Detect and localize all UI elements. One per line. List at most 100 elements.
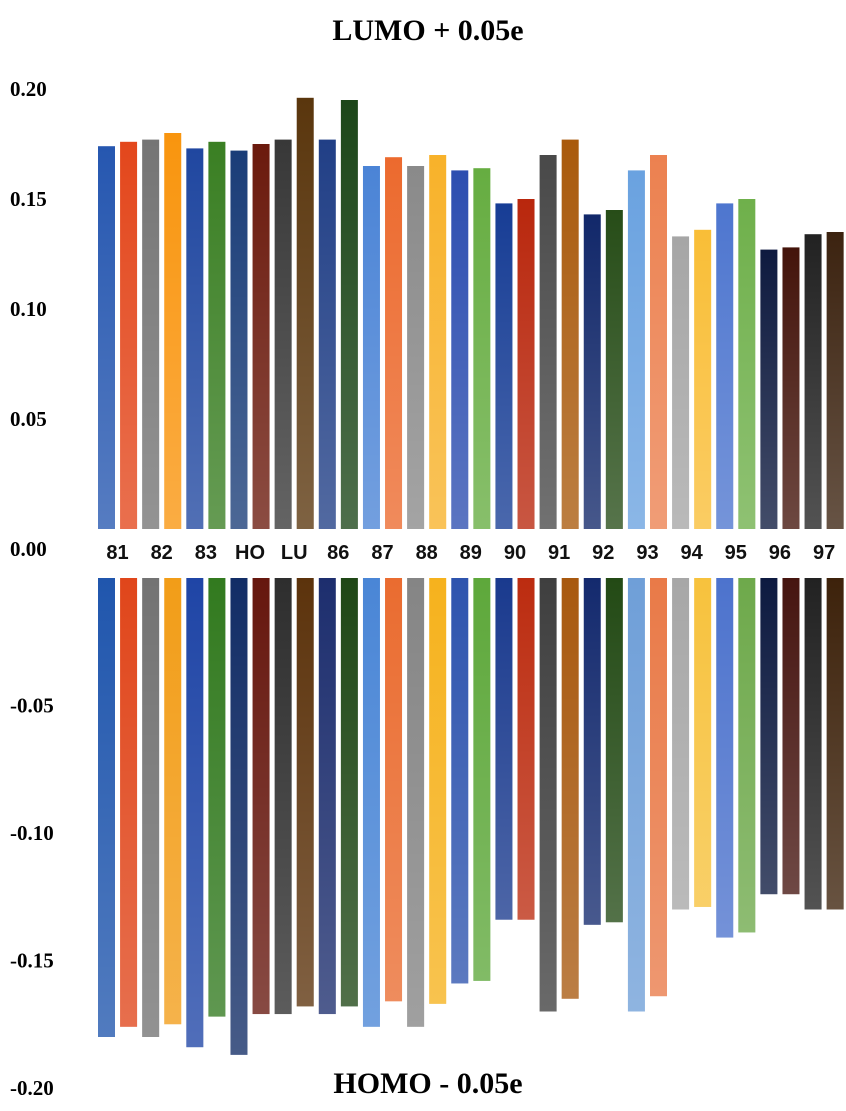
homo-bar-shading xyxy=(142,578,160,1037)
lumo-bar-shading xyxy=(561,139,579,529)
lumo-bar-shading xyxy=(539,155,557,529)
top-y-tick-label: 0.10 xyxy=(10,297,47,321)
bottom-y-tick-label: -0.05 xyxy=(10,694,54,718)
bottom-y-tick-label: -0.10 xyxy=(10,821,54,845)
homo-bar-shading xyxy=(760,578,778,895)
lumo-bar-shading xyxy=(672,236,690,529)
lumo-bar-shading xyxy=(782,247,800,529)
homo-bar-shading xyxy=(782,578,800,895)
lumo-bar-shading xyxy=(252,144,270,529)
lumo-bar-shading xyxy=(473,168,491,529)
lumo-bar-shading xyxy=(627,170,645,529)
lumo-bar-shading xyxy=(385,157,403,529)
lumo-bar-shading xyxy=(230,150,248,529)
top-y-tick-label: 0.20 xyxy=(10,77,47,101)
homo-bar-shading xyxy=(296,578,314,1007)
lumo-bar-shading xyxy=(318,139,336,529)
homo-bar-shading xyxy=(120,578,138,1027)
x-category-label: LU xyxy=(281,542,308,564)
lumo-bar-shading xyxy=(296,97,314,530)
lumo-bar-shading xyxy=(208,141,226,530)
lumo-bar-shading xyxy=(142,139,160,529)
lumo-bar-shading xyxy=(694,229,712,530)
homo-bar-shading xyxy=(385,578,403,1002)
x-category-label: 82 xyxy=(151,542,173,564)
top-y-tick-label: 0.00 xyxy=(10,537,47,561)
homo-bar-shading xyxy=(539,578,557,1012)
lumo-bars xyxy=(98,97,844,530)
homo-bar-shading xyxy=(340,578,358,1007)
x-category-label: 95 xyxy=(725,542,747,564)
homo-bar-shading xyxy=(495,578,513,920)
homo-bar-shading xyxy=(650,578,667,997)
homo-bar-shading xyxy=(694,578,712,907)
x-axis-category-labels: 81 82 83 HO LU 86 87 88 89 90 91 92 93 94 95 96 97 xyxy=(106,542,835,564)
bottom-y-tick-label: -0.15 xyxy=(10,949,54,973)
homo-bar-shading xyxy=(407,578,425,1027)
top-y-axis-ticks: 0.00 0.05 0.10 0.15 0.20 xyxy=(10,77,47,561)
homo-bar-shading xyxy=(517,578,535,920)
lumo-bar-shading xyxy=(738,199,756,529)
lumo-bar-shading xyxy=(804,234,822,529)
x-category-label: 88 xyxy=(416,542,438,564)
homo-bar-shading xyxy=(804,578,822,910)
x-category-label: 81 xyxy=(106,542,128,564)
x-category-label: 94 xyxy=(680,542,703,564)
lumo-bar-shading xyxy=(451,170,469,529)
lumo-bar-shading xyxy=(605,210,623,529)
lumo-bar-shading xyxy=(274,139,292,529)
lumo-bar-shading xyxy=(340,100,358,529)
x-category-label: 87 xyxy=(371,542,393,564)
lumo-bar-shading xyxy=(517,199,535,529)
lumo-bar-shading xyxy=(407,166,425,529)
top-y-tick-label: 0.15 xyxy=(10,187,47,211)
lumo-bar-shading xyxy=(716,203,734,529)
bottom-chart-title: HOMO - 0.05e xyxy=(333,1067,522,1100)
lumo-bar-shading xyxy=(164,133,182,529)
lumo-bar-shading xyxy=(98,146,115,529)
x-category-label: 96 xyxy=(769,542,791,564)
homo-bar-shading xyxy=(451,578,469,984)
homo-bar-shading xyxy=(186,578,204,1048)
homo-bar-shading xyxy=(627,578,645,1012)
lumo-bar-shading xyxy=(760,249,778,529)
lumo-bar-shading xyxy=(650,155,667,529)
lumo-bar-shading xyxy=(495,203,513,529)
x-category-label: 90 xyxy=(504,542,526,564)
homo-bar-shading xyxy=(826,578,844,910)
x-category-label: 86 xyxy=(327,542,349,564)
homo-bar-shading xyxy=(208,578,226,1017)
x-category-label: 97 xyxy=(813,542,835,564)
homo-bar-shading xyxy=(716,578,734,938)
homo-bar-shading xyxy=(98,578,115,1037)
bottom-y-axis-ticks: -0.05 -0.10 -0.15 -0.20 xyxy=(10,694,54,1101)
x-category-label: 89 xyxy=(460,542,482,564)
lumo-bar-shading xyxy=(120,141,138,530)
homo-bar-shading xyxy=(318,578,336,1015)
top-y-tick-label: 0.05 xyxy=(10,407,47,431)
top-chart-title: LUMO + 0.05e xyxy=(332,14,523,47)
x-category-label: 92 xyxy=(592,542,614,564)
homo-bar-shading xyxy=(605,578,623,923)
lumo-bar-shading xyxy=(362,166,380,529)
lumo-bar-shading xyxy=(186,148,204,529)
lumo-bar-shading xyxy=(826,232,844,529)
homo-bar-shading xyxy=(274,578,292,1015)
x-category-label: HO xyxy=(235,542,265,564)
homo-bar-shading xyxy=(230,578,248,1055)
homo-bar-shading xyxy=(583,578,601,925)
homo-bar-shading xyxy=(561,578,579,999)
lumo-bar-shading xyxy=(429,155,447,529)
homo-bars xyxy=(98,578,844,1055)
lumo-bar-shading xyxy=(583,214,601,529)
homo-bar-shading xyxy=(252,578,270,1015)
homo-bar-shading xyxy=(429,578,447,1004)
x-category-label: 83 xyxy=(195,542,217,564)
homo-bar-shading xyxy=(164,578,182,1025)
x-category-label: 93 xyxy=(636,542,658,564)
homo-bar-shading xyxy=(362,578,380,1027)
homo-bar-shading xyxy=(473,578,491,981)
x-category-label: 91 xyxy=(548,542,570,564)
bottom-y-tick-label: -0.20 xyxy=(10,1076,54,1100)
